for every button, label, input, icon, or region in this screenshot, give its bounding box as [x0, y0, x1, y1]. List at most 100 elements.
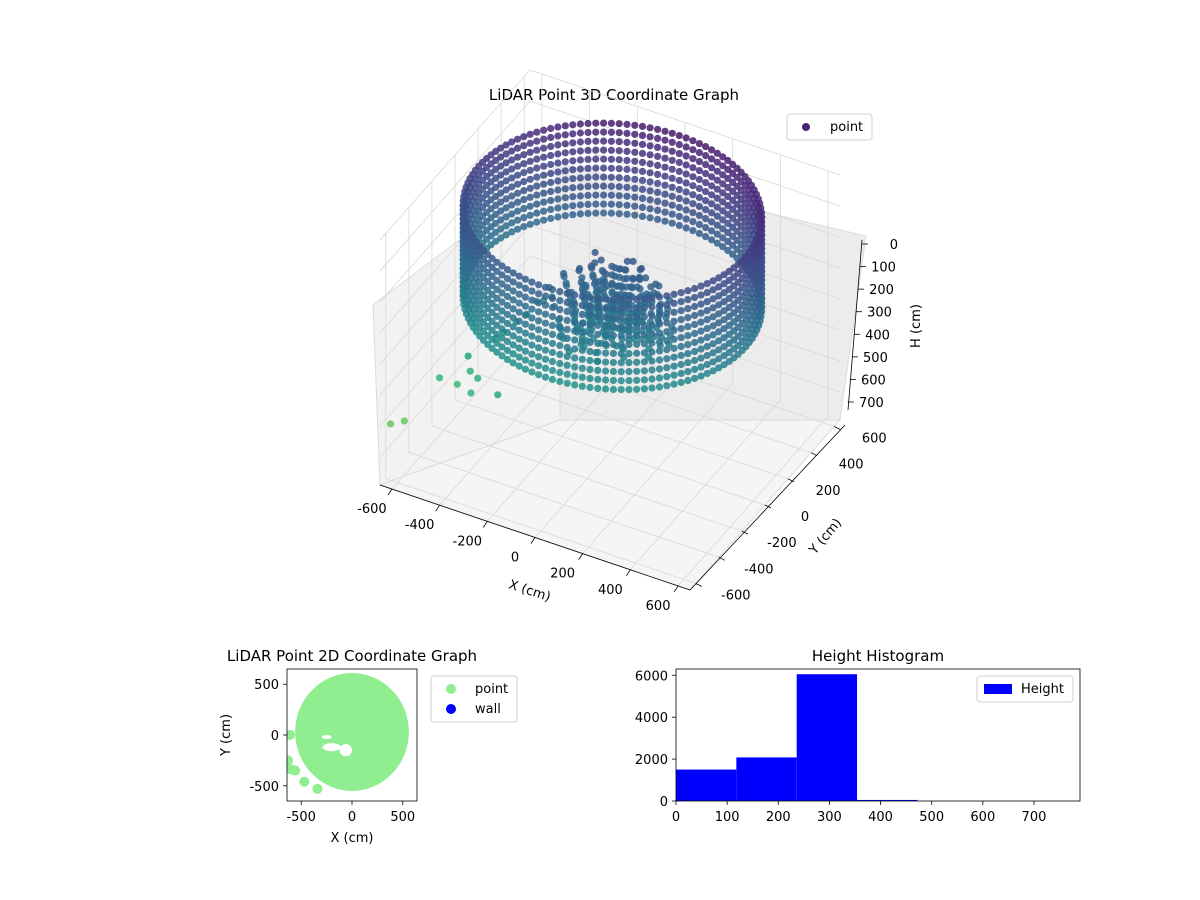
- y-tick-mark-3d: [718, 556, 726, 561]
- point-3d: [584, 182, 592, 190]
- point-3d: [586, 311, 594, 320]
- z-axis-line: [847, 239, 863, 411]
- point-3d: [576, 192, 585, 200]
- point-3d: [709, 331, 717, 339]
- point-3d: [493, 258, 501, 266]
- point-3d: [569, 211, 577, 219]
- point-3d: [715, 328, 723, 336]
- point-3d: [533, 128, 541, 136]
- point-3d: [554, 150, 562, 158]
- point-3d: [655, 293, 664, 301]
- point-3d: [675, 158, 683, 167]
- point-3d: [521, 275, 530, 283]
- point-3d: [719, 198, 727, 206]
- point-3d: [708, 146, 716, 154]
- point-3d: [561, 131, 569, 139]
- legend-3d-box: [786, 113, 873, 141]
- point-3d: [609, 367, 618, 376]
- point-3d: [661, 163, 669, 171]
- point-3d: [493, 303, 501, 311]
- z-tick-label-3d: 400: [865, 328, 890, 343]
- point-3d: [720, 307, 728, 315]
- point-3d: [592, 182, 600, 190]
- point-3d: [563, 307, 571, 315]
- point-3d: [548, 339, 557, 348]
- point-3d: [503, 292, 512, 301]
- point-3d: [515, 362, 523, 370]
- point-3d: [682, 206, 690, 214]
- point-3d: [695, 220, 704, 229]
- point-3d: [540, 171, 548, 179]
- point-3d: [600, 173, 608, 181]
- point-3d: [625, 296, 633, 304]
- point-3d: [514, 216, 522, 224]
- point-3d: [640, 367, 649, 375]
- point-3d: [719, 225, 727, 233]
- point-3d: [602, 376, 610, 384]
- point-3d: [514, 144, 522, 152]
- x-tick-label-3d: 200: [550, 567, 575, 582]
- point-3d: [488, 254, 496, 263]
- point-3d: [661, 172, 669, 180]
- point-3d: [584, 173, 592, 181]
- point-3d: [498, 334, 506, 342]
- point-3d: [697, 300, 705, 308]
- point-3d: [670, 317, 678, 325]
- point-3d: [526, 166, 534, 174]
- point-3d: [713, 149, 721, 157]
- point-3d: [488, 317, 496, 325]
- point-3d: [691, 347, 699, 356]
- point-3d: [713, 194, 721, 202]
- x-axis-label-3d: X (cm): [507, 578, 553, 606]
- point-3d: [540, 162, 548, 170]
- point-3d: [609, 331, 618, 340]
- point-3d: [508, 201, 516, 209]
- point-3d: [689, 227, 697, 235]
- point-3d: [663, 382, 671, 390]
- point-3d: [631, 166, 639, 174]
- x-tick-mark-3d: [530, 537, 536, 544]
- point-3d: [691, 329, 699, 338]
- point-3d: [515, 344, 523, 352]
- point-3d: [715, 346, 723, 354]
- chart-2d-scatter: LiDAR Point 2D Coordinate Graph -500 0 500…: [219, 647, 518, 846]
- point-3d: [617, 350, 625, 358]
- point-2d: [299, 776, 310, 787]
- point-3d: [675, 141, 683, 149]
- point-3d: [709, 304, 717, 312]
- point-3d: [709, 340, 717, 348]
- point-3d: [540, 189, 548, 197]
- point-3d: [708, 209, 716, 217]
- point-3d: [703, 324, 711, 333]
- point-3d: [561, 176, 569, 184]
- point-3d: [633, 331, 641, 339]
- point-3d: [569, 193, 577, 201]
- point-3d: [535, 362, 543, 370]
- point-3d: [615, 138, 623, 146]
- point-3d: [663, 301, 671, 309]
- legend-2d-point-label: point: [475, 682, 508, 697]
- point-3d: [521, 293, 530, 301]
- point-3d: [547, 196, 555, 205]
- point-3d: [709, 367, 717, 375]
- point-3d: [540, 135, 548, 143]
- point-3d: [521, 302, 530, 310]
- point-3d: [638, 131, 647, 139]
- point-3d: [691, 302, 699, 311]
- point-3d: [554, 123, 562, 131]
- point-3d: [591, 248, 599, 257]
- point-3d: [502, 186, 510, 194]
- point-3d: [503, 284, 512, 292]
- point-3d: [654, 134, 662, 142]
- point-3d: [654, 206, 662, 214]
- point-3d: [547, 178, 555, 187]
- y-tick-label-3d: 0: [801, 510, 809, 525]
- point-3d: [684, 332, 692, 340]
- point-3d: [724, 246, 732, 255]
- point-3d: [670, 380, 678, 388]
- x-tick-label-3d: -600: [357, 502, 387, 517]
- point-3d: [623, 156, 631, 164]
- point-3d: [503, 266, 512, 274]
- point-3d: [586, 356, 594, 365]
- point-3d: [526, 202, 534, 210]
